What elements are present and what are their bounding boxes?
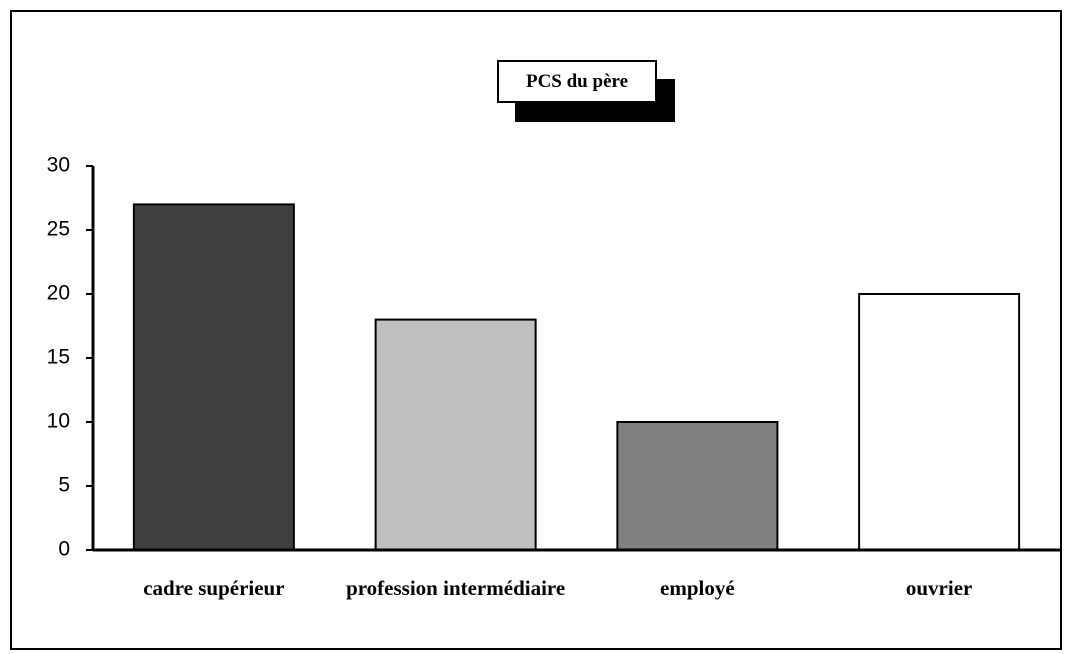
- x-tick-label: profession intermédiaire: [346, 576, 566, 600]
- y-tick-label: 30: [47, 154, 70, 177]
- bar: [132, 203, 295, 551]
- x-tick-label: ouvrier: [905, 576, 973, 600]
- y-tick-label: 0: [58, 538, 70, 561]
- y-tick-label: 20: [47, 282, 70, 305]
- bar: [374, 318, 537, 551]
- chart-title: PCS du père: [497, 60, 657, 103]
- y-tick-label: 10: [47, 410, 70, 433]
- bar: [616, 421, 779, 551]
- y-tick-label: 25: [47, 218, 70, 241]
- chart-frame: [10, 10, 1062, 650]
- bar: [858, 293, 1021, 551]
- y-tick-label: 15: [47, 346, 70, 369]
- x-tick-label: employé: [660, 576, 735, 600]
- x-tick-label: cadre supérieur: [143, 576, 285, 600]
- y-tick-label: 5: [58, 474, 70, 497]
